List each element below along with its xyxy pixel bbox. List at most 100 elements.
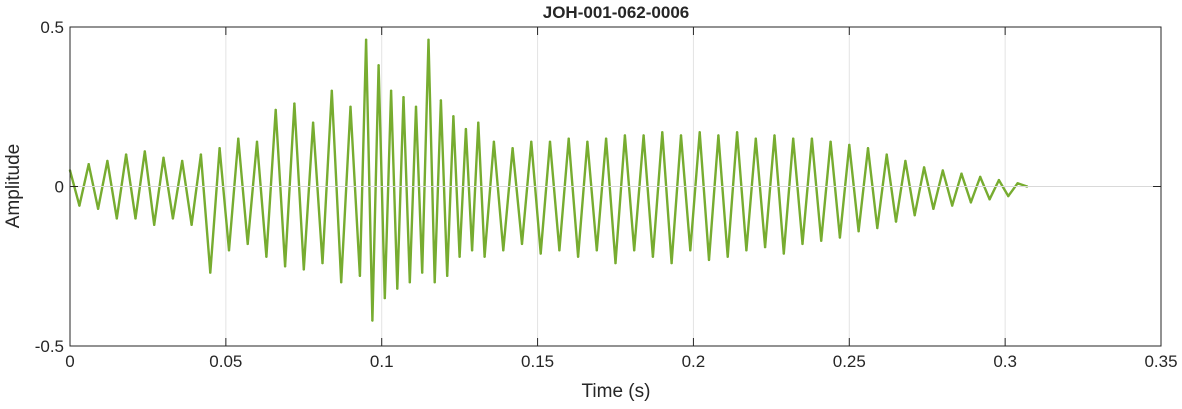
waveform-point [134,217,136,219]
waveform-point [88,163,90,165]
waveform-point [228,249,230,251]
waveform-point [415,106,417,108]
y-axis-label: Amplitude [3,144,24,229]
waveform-point [596,249,598,251]
waveform-point [904,160,906,162]
waveform-point [829,141,831,143]
y-tick-label: 0.5 [40,18,64,37]
waveform-point [717,134,719,136]
waveform-point [558,249,560,251]
x-tick-label: 0.1 [370,352,394,371]
waveform-point [377,64,379,66]
waveform-point [932,208,934,210]
waveform-point [209,271,211,273]
waveform-point [116,217,118,219]
waveform-point [792,138,794,140]
waveform-point [293,102,295,104]
waveform-point [162,157,164,159]
waveform-point [727,256,729,258]
waveform-point [458,256,460,258]
waveform-point [331,90,333,92]
waveform-point [477,122,479,124]
waveform-point [521,243,523,245]
waveform-point [886,153,888,155]
x-tick-label: 0.15 [521,352,554,371]
x-tick-label: 0.35 [1144,352,1177,371]
waveform-point [1007,195,1009,197]
waveform-point [633,249,635,251]
waveform-point [493,141,495,143]
waveform-point [839,236,841,238]
waveform-point [988,198,990,200]
waveform-point [396,287,398,289]
waveform-point [914,214,916,216]
waveform-point [384,297,386,299]
waveform-point [689,249,691,251]
waveform-point [876,227,878,229]
waveform-point [97,208,99,210]
waveform-point [434,281,436,283]
waveform-point [511,147,513,149]
x-tick-label: 0.3 [993,352,1017,371]
waveform-point [942,169,944,171]
waveform-point [321,262,323,264]
waveform-point [303,268,305,270]
waveform-point [106,160,108,162]
waveform-point [820,240,822,242]
waveform-point [614,262,616,264]
waveform-point [708,259,710,261]
waveform-point [365,39,367,41]
waveform-point [247,243,249,245]
x-tick-label: 0.2 [682,352,706,371]
waveform-point [998,179,1000,181]
waveform-point [200,153,202,155]
waveform-point [764,246,766,248]
waveform-point [568,138,570,140]
waveform-point [78,204,80,206]
waveform-point [951,204,953,206]
waveform-point [923,166,925,168]
waveform-point [409,281,411,283]
waveform-point [530,141,532,143]
waveform-point [402,96,404,98]
waveform-point [670,262,672,264]
x-axis-label: Time (s) [582,381,651,402]
waveform-point [736,131,738,133]
waveform-point [446,275,448,277]
waveform-point [661,131,663,133]
waveform-point [755,138,757,140]
x-tick-label: 0.25 [833,352,866,371]
waveform-point [811,138,813,140]
waveform-point [857,230,859,232]
waveform-point [895,220,897,222]
waveform-point [390,90,392,92]
y-tick-label: 0 [55,178,64,197]
waveform-point [699,131,701,133]
waveform-point [284,265,286,267]
chart-title: JOH-001-062-0006 [543,3,689,22]
waveform-point [773,134,775,136]
waveform-point [218,147,220,149]
waveform-point [540,252,542,254]
waveform-point [421,271,423,273]
waveform-point [605,138,607,140]
waveform-point [745,249,747,251]
waveform-point [190,224,192,226]
waveform-point [1016,182,1018,184]
waveform-point [144,150,146,152]
x-tick-label: 0 [65,352,74,371]
x-tick-label: 0.05 [209,352,242,371]
waveform-point [371,319,373,321]
waveform-point [427,39,429,41]
waveform-point [125,153,127,155]
waveform-point [312,122,314,124]
waveform-point [642,134,644,136]
waveform-point [440,99,442,101]
waveform-point [848,144,850,146]
waveform-point [153,224,155,226]
waveform-point [586,141,588,143]
waveform-point [452,115,454,117]
waveform-point [502,249,504,251]
waveform-point [256,141,258,143]
